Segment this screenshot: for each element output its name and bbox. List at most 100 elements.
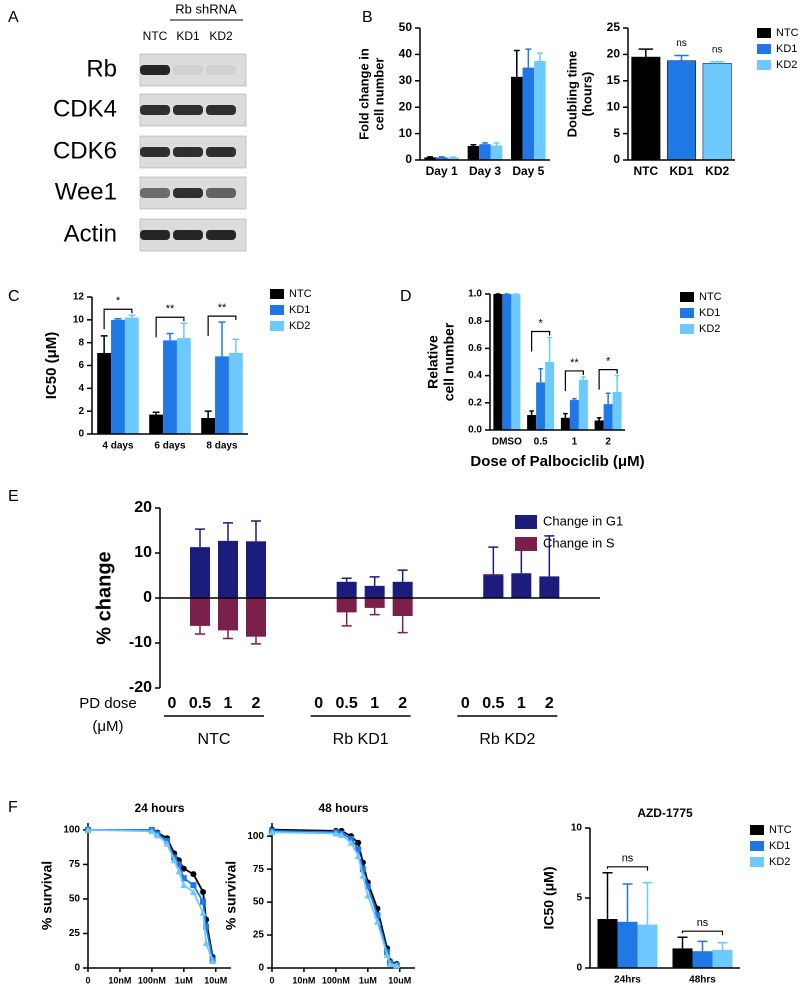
error-bar xyxy=(204,410,212,419)
error-bar xyxy=(493,142,500,146)
legend-label: KD1 xyxy=(699,307,720,319)
error-bar xyxy=(572,397,577,401)
bar xyxy=(201,418,216,434)
error-bar xyxy=(341,577,352,582)
error-bar xyxy=(397,569,408,582)
y-tick-label: 25 xyxy=(607,20,621,34)
bar xyxy=(603,404,613,430)
x-tick-label: 0.5 xyxy=(336,695,358,712)
bar xyxy=(336,598,357,613)
legend-swatch xyxy=(750,841,764,851)
bar xyxy=(527,415,537,430)
y-tick-label: 0.4 xyxy=(468,370,482,381)
y-tick-label: 20 xyxy=(399,99,413,113)
y-tick-label: 50 xyxy=(69,894,81,905)
error-bar xyxy=(614,374,620,392)
y-tick-label: 0.2 xyxy=(468,397,482,408)
y-axis-label: cell number xyxy=(441,322,457,401)
point xyxy=(355,846,362,853)
bar xyxy=(637,924,658,968)
bar xyxy=(149,414,164,434)
y-axis-label: (hours) xyxy=(579,72,594,117)
group-label: NTC xyxy=(198,731,231,748)
y-tick-label: 10 xyxy=(134,544,152,561)
x-tick-label: 100nM xyxy=(322,975,350,984)
x-tick-label: 1 xyxy=(517,695,526,712)
x-tick-label: Day 1 xyxy=(426,164,458,178)
x-tick-label: 1uM xyxy=(359,975,377,984)
y-axis-label: IC50 (μM) xyxy=(541,866,557,929)
legend-swatch xyxy=(270,289,284,299)
error-bar xyxy=(232,338,240,353)
blot-row-label: CDK6 xyxy=(53,137,117,164)
point xyxy=(364,892,372,899)
x-tick-label: 0 xyxy=(168,695,177,712)
bar xyxy=(246,598,266,637)
bracket xyxy=(606,866,649,871)
blot-band xyxy=(206,230,236,240)
bar xyxy=(666,60,697,161)
bar xyxy=(483,575,504,598)
annotation: ns xyxy=(676,38,687,49)
chart-title: 24 hours xyxy=(134,801,184,815)
point xyxy=(364,883,371,890)
blot-band xyxy=(173,188,203,198)
y-axis-label: cell number xyxy=(371,58,386,131)
error-bar xyxy=(152,411,160,415)
fit-line xyxy=(271,831,397,967)
error-bar xyxy=(544,535,555,577)
fit-line xyxy=(271,828,398,965)
legend-label: Change in S xyxy=(543,535,615,550)
annotation: ns xyxy=(622,853,634,865)
blot-band xyxy=(206,65,236,75)
blot-band xyxy=(206,147,236,157)
point xyxy=(199,909,207,916)
x-tick-label: 10uM xyxy=(204,975,227,984)
error-bar xyxy=(450,156,457,158)
y-tick-label: 75 xyxy=(253,864,265,875)
annotation: * xyxy=(538,317,543,329)
point xyxy=(393,961,401,969)
error-bar xyxy=(677,936,688,949)
annotation: ** xyxy=(218,302,227,314)
panel-label: C xyxy=(8,288,20,305)
x-tick-label: 100nM xyxy=(138,975,166,984)
error-bar xyxy=(180,322,188,339)
y-tick-label: 5 xyxy=(613,126,620,140)
error-bar xyxy=(602,872,613,919)
bar xyxy=(124,317,139,434)
y-tick-label: -20 xyxy=(129,679,152,696)
error-bar xyxy=(488,546,499,576)
bar xyxy=(569,400,579,430)
panel-label: F xyxy=(8,799,18,816)
point xyxy=(386,960,394,968)
y-tick-label: 50 xyxy=(253,897,265,908)
x-tick-label: 1 xyxy=(572,437,578,448)
error-bar xyxy=(674,54,689,61)
bar xyxy=(163,340,177,434)
legend-label: NTC xyxy=(289,288,312,300)
point xyxy=(359,872,367,879)
bar xyxy=(511,294,521,430)
legend-label: KD2 xyxy=(699,323,720,335)
annotation: ns xyxy=(697,917,709,929)
x-tick-label: 10nM xyxy=(108,975,131,984)
bar xyxy=(424,157,436,160)
point xyxy=(359,866,366,873)
x-tick-label: NTC xyxy=(633,164,658,178)
point xyxy=(338,831,346,838)
y-axis-label: Fold change in xyxy=(356,48,371,140)
bar xyxy=(712,949,733,968)
error-bar xyxy=(638,48,653,58)
annotation: ns xyxy=(712,44,723,55)
point xyxy=(163,840,171,847)
bar xyxy=(511,76,523,160)
annotation: * xyxy=(116,295,121,307)
y-tick-label: 0 xyxy=(405,152,412,166)
x-tick-label: 2 xyxy=(252,695,261,712)
bar xyxy=(631,56,661,161)
fit-line xyxy=(271,830,398,967)
legend-label: NTC xyxy=(769,824,792,836)
error-bar xyxy=(369,576,380,586)
bar xyxy=(364,598,385,608)
